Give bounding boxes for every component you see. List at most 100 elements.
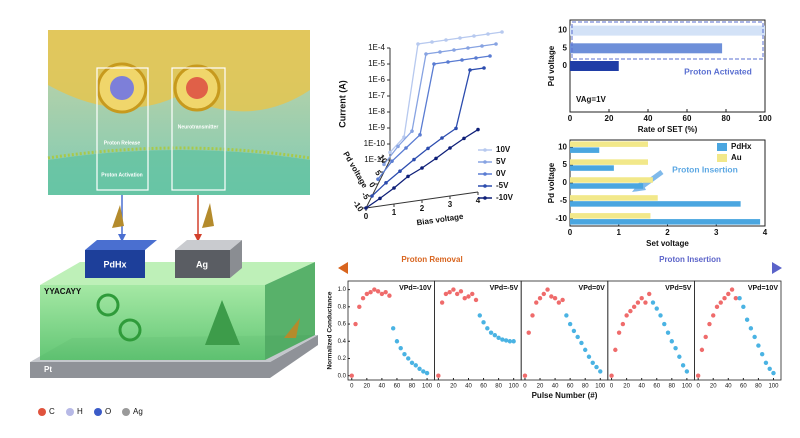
x-tick-label: 0	[437, 384, 441, 390]
label: Proton Activation	[101, 172, 142, 178]
point	[398, 169, 402, 173]
point	[500, 337, 505, 342]
legend-swatch	[122, 408, 130, 416]
point	[413, 363, 418, 368]
point	[451, 287, 456, 292]
x-tick-label: 2	[665, 228, 670, 237]
y-tick-label: 1E-8	[368, 107, 385, 116]
point	[424, 52, 428, 56]
legend-label: PdHx	[731, 142, 752, 151]
series-line	[371, 67, 485, 197]
point	[654, 306, 659, 311]
legend-swatch	[717, 143, 727, 151]
peptide	[118, 318, 142, 342]
x-tick-label: 100	[768, 384, 779, 390]
point	[726, 291, 731, 297]
x-axis-title: Rate of SET (%)	[638, 125, 698, 134]
y-tick-label: 10	[558, 142, 567, 151]
y-tick-label: -10	[555, 214, 567, 223]
label: Pt	[44, 365, 52, 374]
y-tick-label: 1E-10	[364, 139, 386, 148]
point	[474, 56, 478, 60]
point	[613, 347, 618, 353]
y-tick-label: 1E-4	[368, 43, 385, 52]
point	[436, 373, 441, 378]
y-tick-label: 0.0	[338, 373, 347, 379]
point	[462, 296, 467, 301]
point	[744, 317, 750, 322]
peptide	[96, 293, 120, 317]
x-axis-title: Set voltage	[646, 239, 689, 248]
x-tick-label: 100	[509, 384, 520, 390]
point	[376, 177, 380, 181]
point	[458, 36, 462, 40]
y-tick-label: 1E-7	[368, 91, 385, 100]
point	[673, 345, 678, 351]
x-tick-label: 1	[392, 208, 397, 217]
point	[448, 146, 452, 150]
point	[594, 364, 599, 370]
legend-label: Au	[731, 153, 742, 162]
postsynaptic-membrane	[48, 150, 310, 195]
point	[699, 347, 705, 353]
bar	[570, 61, 619, 71]
legend-label: 10V	[496, 145, 511, 154]
point	[462, 136, 466, 141]
point	[522, 373, 528, 378]
point	[424, 370, 430, 376]
probe-tip	[112, 205, 124, 228]
x-tick-label: 0	[568, 114, 573, 123]
point	[452, 48, 456, 52]
label: PdHx	[103, 259, 126, 269]
point	[379, 291, 385, 297]
x-tick-label: 80	[755, 384, 762, 390]
point	[492, 333, 498, 338]
x-tick-label: 4	[763, 228, 768, 237]
panel-frame	[520, 280, 609, 381]
y-axis-title: Pd voltage	[547, 162, 556, 203]
panel-frame	[434, 280, 522, 381]
point	[434, 156, 438, 161]
ag-electrode-top	[175, 240, 242, 250]
point	[665, 330, 671, 335]
point	[426, 146, 430, 151]
point	[357, 304, 362, 310]
x-tick-label: 40	[725, 384, 732, 390]
neurotransmitters	[186, 77, 208, 99]
x-tick-label: 80	[582, 384, 589, 390]
point	[447, 289, 452, 295]
point	[658, 313, 663, 318]
point	[420, 166, 424, 170]
x-tick-label: 20	[363, 384, 370, 390]
legend-swatch	[38, 408, 46, 416]
point	[439, 300, 445, 305]
legend-label: O	[105, 407, 111, 416]
atom-legend: C H O Ag	[38, 407, 143, 416]
point	[756, 343, 761, 348]
x-tick-label: 20	[623, 384, 630, 390]
panel-frame	[694, 280, 782, 381]
x-axis-title: Bias voltage	[416, 212, 464, 228]
point	[767, 366, 772, 372]
point	[579, 340, 584, 346]
point	[470, 291, 475, 297]
point	[680, 363, 686, 368]
x-axis-title: Pulse Number (#)	[532, 391, 598, 400]
y-tick-label: 0.8	[338, 304, 347, 310]
point	[537, 296, 543, 301]
y-tick-label: 1.0	[338, 287, 347, 293]
point	[771, 370, 776, 376]
point	[466, 46, 470, 50]
point	[541, 291, 546, 297]
panel-label: VPd=-10V	[399, 285, 432, 292]
point	[390, 326, 396, 331]
point	[409, 360, 415, 365]
annotation: Proton Insertion	[672, 164, 738, 174]
point	[477, 313, 482, 318]
x-tick-label: 100	[595, 384, 606, 390]
point	[567, 321, 573, 327]
legend-label: H	[77, 407, 83, 416]
point	[458, 289, 464, 294]
y-tick-label: -5	[560, 196, 568, 205]
x-tick-label: 100	[758, 114, 772, 123]
